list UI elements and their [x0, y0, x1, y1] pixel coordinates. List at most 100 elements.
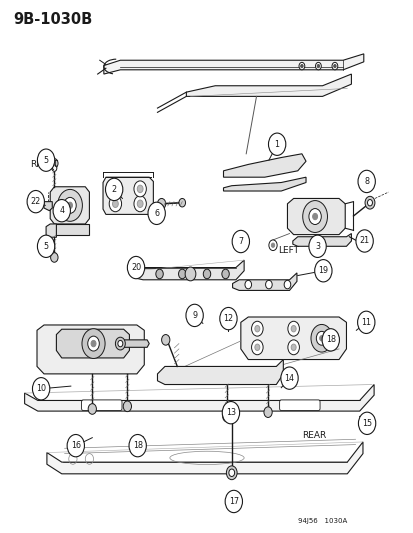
Circle shape: [290, 326, 295, 332]
Text: 9B-1030B: 9B-1030B: [13, 12, 92, 27]
Circle shape: [357, 170, 375, 192]
Text: LEFT: LEFT: [278, 246, 299, 255]
Circle shape: [321, 329, 339, 351]
Circle shape: [333, 64, 335, 68]
Circle shape: [37, 149, 55, 171]
Circle shape: [32, 377, 50, 400]
Text: 16: 16: [71, 441, 81, 450]
Text: 3: 3: [314, 242, 319, 251]
Circle shape: [67, 434, 84, 457]
Circle shape: [331, 62, 337, 70]
Circle shape: [109, 181, 121, 197]
Circle shape: [251, 340, 263, 355]
Text: 9: 9: [192, 311, 197, 320]
Polygon shape: [157, 360, 282, 384]
Text: 18: 18: [132, 441, 142, 450]
Circle shape: [203, 269, 210, 279]
Polygon shape: [37, 325, 144, 374]
Circle shape: [88, 336, 99, 351]
Circle shape: [271, 243, 274, 247]
Text: RIGHT: RIGHT: [30, 160, 58, 169]
Text: 12: 12: [223, 314, 233, 323]
Circle shape: [157, 198, 165, 209]
Polygon shape: [103, 177, 153, 214]
Circle shape: [268, 240, 276, 251]
Circle shape: [268, 133, 285, 156]
Circle shape: [137, 200, 143, 207]
Circle shape: [53, 199, 70, 222]
Polygon shape: [240, 317, 346, 360]
Text: 5: 5: [43, 156, 48, 165]
Circle shape: [244, 280, 251, 289]
Circle shape: [50, 253, 58, 262]
Circle shape: [315, 62, 320, 70]
Circle shape: [178, 269, 185, 279]
Circle shape: [357, 311, 374, 334]
Polygon shape: [50, 187, 89, 224]
Text: 6: 6: [154, 209, 159, 218]
Text: 18: 18: [325, 335, 335, 344]
Text: 10: 10: [36, 384, 46, 393]
Text: 14: 14: [284, 374, 294, 383]
Circle shape: [64, 197, 76, 213]
Circle shape: [263, 407, 271, 417]
Circle shape: [88, 403, 96, 414]
Circle shape: [290, 344, 295, 351]
Text: 17: 17: [228, 497, 238, 506]
Circle shape: [364, 196, 374, 209]
Circle shape: [314, 260, 331, 282]
Polygon shape: [24, 384, 373, 411]
Circle shape: [265, 280, 271, 289]
Circle shape: [219, 308, 237, 330]
Circle shape: [134, 181, 146, 197]
Polygon shape: [186, 74, 351, 96]
Circle shape: [359, 240, 367, 251]
Polygon shape: [120, 340, 149, 348]
Text: REAR: REAR: [301, 431, 325, 440]
Circle shape: [367, 199, 372, 206]
Circle shape: [123, 401, 131, 411]
Polygon shape: [232, 273, 296, 290]
Circle shape: [37, 235, 55, 257]
Circle shape: [254, 326, 259, 332]
Circle shape: [91, 341, 96, 347]
Circle shape: [225, 490, 242, 513]
Circle shape: [298, 62, 304, 70]
Text: 19: 19: [318, 266, 328, 275]
Circle shape: [310, 325, 332, 352]
Circle shape: [308, 208, 320, 224]
Polygon shape: [104, 54, 363, 74]
Polygon shape: [44, 201, 52, 211]
Circle shape: [155, 269, 163, 279]
Circle shape: [67, 202, 72, 208]
Circle shape: [161, 335, 169, 345]
Circle shape: [316, 64, 319, 68]
Circle shape: [358, 412, 375, 434]
Text: 7: 7: [238, 237, 243, 246]
Polygon shape: [136, 260, 244, 280]
FancyBboxPatch shape: [81, 400, 122, 410]
Circle shape: [137, 185, 143, 192]
Circle shape: [254, 344, 259, 351]
Text: 15: 15: [361, 419, 371, 428]
Polygon shape: [223, 154, 305, 177]
Circle shape: [147, 202, 165, 224]
Text: 4: 4: [59, 206, 64, 215]
Circle shape: [308, 235, 325, 257]
Polygon shape: [287, 198, 344, 235]
Text: 5: 5: [43, 242, 48, 251]
Text: 2: 2: [112, 185, 116, 194]
Text: 11: 11: [361, 318, 370, 327]
Circle shape: [134, 196, 146, 212]
Circle shape: [232, 230, 249, 253]
Text: 13: 13: [225, 408, 235, 417]
Circle shape: [302, 200, 327, 232]
Polygon shape: [56, 329, 129, 358]
Circle shape: [178, 198, 185, 207]
Polygon shape: [223, 177, 305, 191]
Circle shape: [112, 200, 118, 207]
Circle shape: [112, 185, 118, 192]
Text: 20: 20: [131, 263, 141, 272]
Text: 22: 22: [31, 197, 41, 206]
Circle shape: [221, 269, 229, 279]
